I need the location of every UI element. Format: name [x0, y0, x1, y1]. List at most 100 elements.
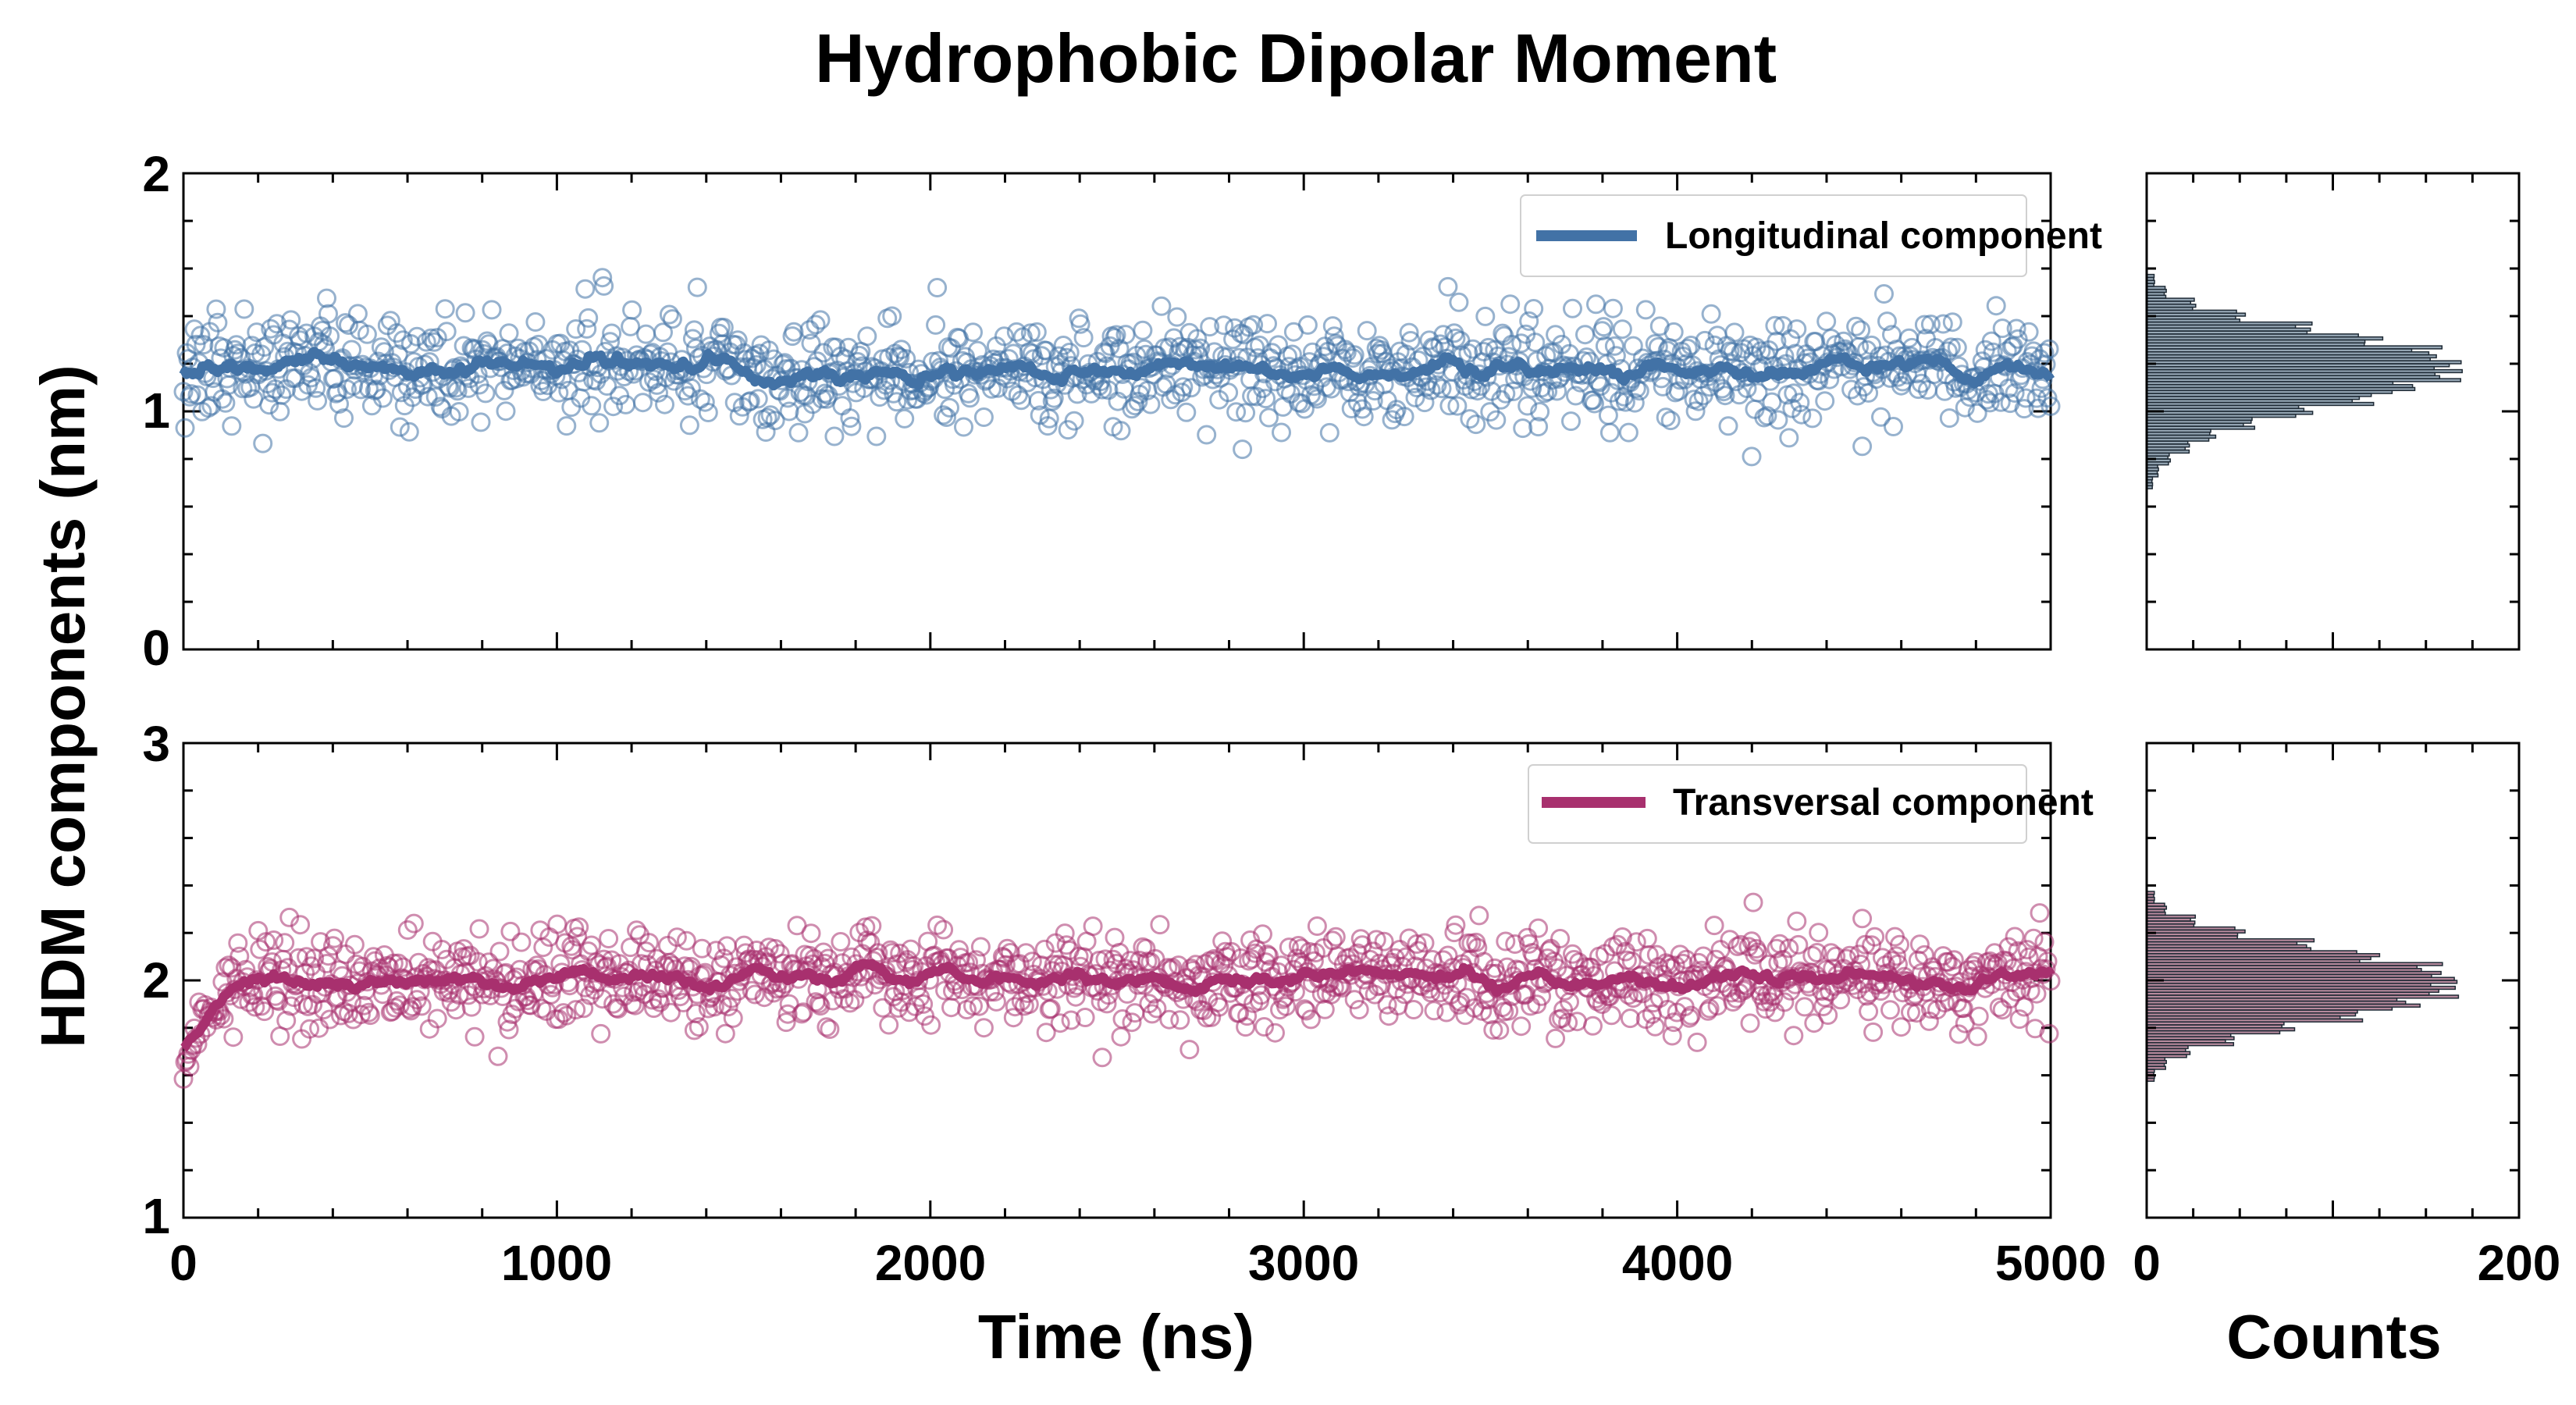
top-legend: Longitudinal component	[1520, 194, 2102, 277]
data-point	[765, 939, 785, 959]
data-point	[1751, 341, 1771, 361]
data-point	[1849, 944, 1870, 965]
data-point	[297, 947, 317, 967]
data-point	[1460, 409, 1480, 429]
data-point	[489, 941, 510, 962]
data-point	[627, 920, 646, 941]
data-point	[960, 388, 980, 408]
data-point	[173, 382, 194, 402]
data-point	[1092, 1048, 1112, 1068]
data-point	[1528, 417, 1549, 437]
data-point	[1037, 416, 1058, 436]
data-point	[1609, 391, 1629, 411]
data-point	[1547, 381, 1567, 401]
data-point	[1379, 1006, 1399, 1026]
data-point	[592, 989, 613, 1009]
data-point	[1405, 387, 1425, 407]
data-point	[963, 996, 983, 1016]
data-point	[1097, 994, 1117, 1014]
data-point	[1645, 1016, 1665, 1037]
data-point	[1852, 909, 1873, 929]
data-point	[344, 934, 365, 955]
data-point	[591, 1023, 611, 1044]
data-point	[1623, 336, 1643, 356]
data-point	[1272, 422, 1291, 443]
data-point	[407, 990, 427, 1010]
data-point	[1880, 1000, 1900, 1020]
data-point	[698, 403, 718, 422]
data-point	[1516, 984, 1536, 1005]
y-axis-label: HDM components (nm)	[28, 365, 98, 1048]
data-point	[1064, 411, 1084, 431]
data-point	[329, 394, 349, 414]
data-point	[1688, 391, 1709, 411]
data-point	[1723, 342, 1743, 361]
data-point	[262, 382, 283, 403]
bottom-mean-line	[180, 959, 2055, 1052]
data-point	[2041, 396, 2061, 416]
data-point	[464, 1026, 485, 1047]
data-point	[1815, 391, 1835, 411]
data-point	[921, 1015, 941, 1035]
data-point	[1357, 321, 1377, 341]
data-point	[676, 930, 696, 951]
data-point	[801, 923, 821, 944]
data-point	[383, 953, 404, 973]
data-point	[1737, 379, 1757, 398]
data-point	[1219, 382, 1239, 403]
top-mean-line	[179, 347, 2055, 391]
data-point	[594, 276, 614, 296]
data-point	[866, 426, 887, 446]
data-point	[718, 997, 738, 1017]
data-point	[1774, 992, 1795, 1012]
data-point	[1774, 346, 1795, 366]
data-point	[959, 952, 978, 973]
data-point	[868, 943, 888, 963]
data-point	[1532, 986, 1552, 1006]
data-point	[831, 932, 851, 951]
bottom-ytick-label: 2	[142, 952, 170, 1008]
data-point	[1790, 393, 1810, 413]
data-point	[1874, 284, 1894, 304]
data-point	[695, 392, 715, 412]
data-point	[1159, 337, 1179, 357]
data-point	[416, 332, 436, 352]
data-point	[566, 319, 586, 339]
data-point	[592, 268, 613, 288]
data-point	[1967, 1026, 1987, 1047]
data-point	[1942, 312, 1962, 333]
data-point	[2034, 932, 2055, 952]
data-point	[1877, 311, 1897, 332]
data-point	[2005, 383, 2025, 403]
data-point	[1111, 1026, 1131, 1047]
data-point	[256, 932, 276, 952]
data-point	[215, 958, 236, 978]
data-point	[799, 320, 820, 340]
data-point	[184, 319, 205, 340]
data-point	[1865, 927, 1885, 947]
data-point	[997, 938, 1017, 959]
data-point	[357, 324, 377, 344]
data-point	[1112, 1009, 1133, 1029]
data-point	[1550, 929, 1571, 948]
data-point	[1809, 923, 1829, 943]
data-point	[1325, 927, 1346, 947]
data-point	[1253, 924, 1272, 944]
data-point	[667, 927, 687, 948]
data-point	[1500, 294, 1521, 315]
data-point	[745, 984, 765, 1005]
data-point	[1621, 951, 1642, 971]
data-point	[380, 311, 400, 331]
data-point	[1710, 940, 1731, 960]
data-point	[1941, 337, 1961, 357]
data-point	[813, 942, 834, 962]
data-point	[1983, 342, 2003, 362]
data-point	[1489, 1020, 1510, 1040]
xtick-label: 1000	[501, 1235, 612, 1291]
data-point	[1831, 990, 1851, 1010]
data-point	[499, 323, 519, 343]
top-axis-ticks	[182, 172, 2052, 651]
data-point	[1499, 1001, 1519, 1021]
data-point	[1009, 954, 1030, 974]
top-legend-label: Longitudinal component	[1665, 215, 2102, 257]
